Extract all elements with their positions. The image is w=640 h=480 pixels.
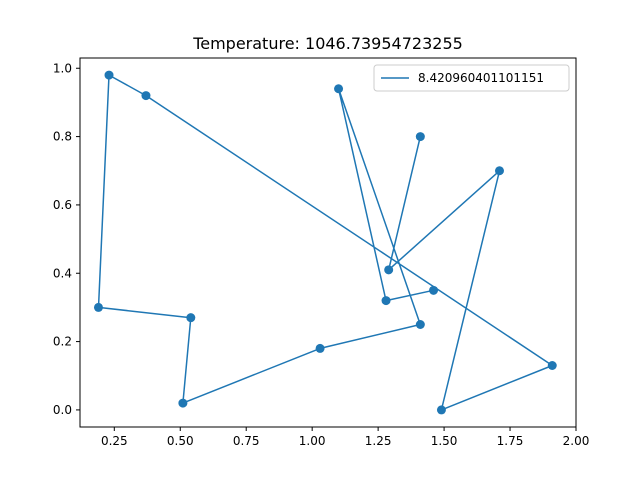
x-tick-label-7: 1.75 <box>497 434 524 448</box>
data-point-14 <box>381 296 391 306</box>
y-tick-label-1: 0.0 <box>53 403 72 417</box>
x-tick-label-6: 1.50 <box>431 434 458 448</box>
data-point-4 <box>436 405 446 415</box>
y-tick-label-3: 0.4 <box>53 266 72 280</box>
chart-title: Temperature: 1046.73954723255 <box>192 34 463 53</box>
data-point-3 <box>494 166 504 176</box>
axes-frame <box>79 57 577 428</box>
data-point-9 <box>186 313 196 323</box>
data-point-2 <box>384 265 394 275</box>
data-point-6 <box>141 91 151 101</box>
data-point-13 <box>334 84 344 94</box>
legend-box <box>373 64 570 92</box>
data-point-8 <box>93 302 103 312</box>
data-point-10 <box>178 398 188 408</box>
data-point-15 <box>429 285 439 295</box>
plot-area: 0.25 0.50 0.75 1.00 1.25 1.50 1.75 2.00 0.0 0.2 0.… <box>53 57 590 448</box>
x-tick-label-5: 1.25 <box>365 434 392 448</box>
y-tick-label-4: 0.6 <box>53 198 72 212</box>
legend-label: 8.420960401101151 <box>418 71 544 85</box>
y-tick-label-2: 0.2 <box>53 335 72 349</box>
data-point-12 <box>415 320 425 329</box>
x-tick-label-1: 0.25 <box>101 434 128 448</box>
data-point-1 <box>415 132 425 142</box>
x-tick-label-8: 2.00 <box>563 434 590 448</box>
data-point-11 <box>315 343 325 353</box>
data-point-7 <box>104 70 114 80</box>
data-point-5 <box>547 361 557 370</box>
x-tick-label-3: 0.75 <box>233 434 260 448</box>
x-tick-label-2: 0.50 <box>167 434 194 448</box>
x-tick-label-4: 1.00 <box>299 434 326 448</box>
y-tick-label-6: 1.0 <box>53 61 72 75</box>
y-tick-label-5: 0.8 <box>53 130 72 144</box>
